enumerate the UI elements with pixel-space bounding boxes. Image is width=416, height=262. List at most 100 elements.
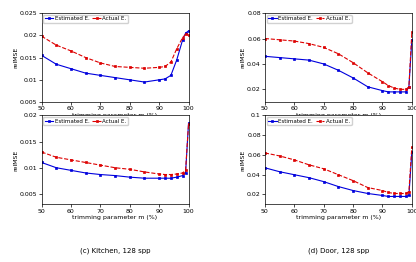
Actual E. xyxy=(365,71,370,74)
Estimated E. xyxy=(365,85,370,88)
Estimated E. xyxy=(168,177,173,180)
Actual E. xyxy=(168,61,173,64)
Estimated E. xyxy=(174,176,179,179)
Actual E. xyxy=(163,65,168,68)
Estimated E. xyxy=(365,192,370,195)
Estimated E. xyxy=(392,90,397,94)
Estimated E. xyxy=(186,122,191,125)
Actual E. xyxy=(404,192,409,195)
Estimated E. xyxy=(292,173,297,176)
Actual E. xyxy=(54,43,59,47)
Actual E. xyxy=(277,38,282,41)
Actual E. xyxy=(321,167,326,170)
Estimated E. xyxy=(398,90,403,94)
Estimated E. xyxy=(83,72,88,75)
Actual E. xyxy=(113,166,118,169)
Actual E. xyxy=(69,49,74,52)
Estimated E. xyxy=(409,150,414,154)
Actual E. xyxy=(380,80,385,83)
Estimated E. xyxy=(386,195,391,198)
Estimated E. xyxy=(163,77,168,80)
Estimated E. xyxy=(69,67,74,70)
Estimated E. xyxy=(336,185,341,188)
Y-axis label: relMSE: relMSE xyxy=(240,149,245,171)
Estimated E. xyxy=(113,174,118,177)
Actual E. xyxy=(398,88,403,91)
Line: Actual E.: Actual E. xyxy=(263,31,413,91)
Actual E. xyxy=(321,46,326,49)
Estimated E. xyxy=(406,194,411,197)
Estimated E. xyxy=(180,38,185,41)
Actual E. xyxy=(69,158,74,161)
Y-axis label: relMSE: relMSE xyxy=(14,149,19,171)
Estimated E. xyxy=(127,78,132,81)
Estimated E. xyxy=(277,170,282,173)
Estimated E. xyxy=(142,80,147,84)
X-axis label: trimming parameter m (%): trimming parameter m (%) xyxy=(72,215,158,220)
Estimated E. xyxy=(127,176,132,179)
Estimated E. xyxy=(277,56,282,59)
Estimated E. xyxy=(351,189,356,192)
Actual E. xyxy=(262,37,267,40)
Actual E. xyxy=(174,172,179,176)
Actual E. xyxy=(307,163,312,166)
Text: (b) Bookshelf, 128 spp: (b) Bookshelf, 128 spp xyxy=(299,145,378,151)
Actual E. xyxy=(54,156,59,159)
Line: Estimated E.: Estimated E. xyxy=(40,30,190,83)
Actual E. xyxy=(142,170,147,173)
Actual E. xyxy=(186,123,191,126)
Actual E. xyxy=(262,151,267,155)
X-axis label: trimming parameter m (%): trimming parameter m (%) xyxy=(296,113,381,118)
Actual E. xyxy=(307,42,312,45)
Estimated E. xyxy=(386,90,391,94)
Actual E. xyxy=(98,61,103,64)
Actual E. xyxy=(386,191,391,194)
Actual E. xyxy=(127,168,132,171)
Estimated E. xyxy=(163,177,168,180)
Estimated E. xyxy=(262,166,267,169)
Actual E. xyxy=(380,189,385,192)
Actual E. xyxy=(406,85,411,88)
Estimated E. xyxy=(406,85,411,88)
Actual E. xyxy=(351,61,356,64)
Estimated E. xyxy=(54,166,59,169)
Actual E. xyxy=(183,169,188,172)
Actual E. xyxy=(83,56,88,59)
Actual E. xyxy=(392,86,397,90)
Estimated E. xyxy=(183,31,188,35)
Estimated E. xyxy=(307,58,312,62)
Actual E. xyxy=(409,145,414,149)
Actual E. xyxy=(406,190,411,193)
Estimated E. xyxy=(113,76,118,79)
Actual E. xyxy=(39,150,44,154)
Actual E. xyxy=(351,179,356,182)
Estimated E. xyxy=(404,90,409,94)
Actual E. xyxy=(180,36,185,39)
Estimated E. xyxy=(157,177,162,180)
Y-axis label: relMSE: relMSE xyxy=(240,47,245,68)
Actual E. xyxy=(392,192,397,195)
Actual E. xyxy=(404,88,409,91)
Actual E. xyxy=(186,34,191,37)
Text: (c) Kitchen, 128 spp: (c) Kitchen, 128 spp xyxy=(80,247,150,254)
Actual E. xyxy=(174,47,179,50)
X-axis label: trimming parameter m (%): trimming parameter m (%) xyxy=(72,113,158,118)
Estimated E. xyxy=(392,195,397,198)
Estimated E. xyxy=(98,173,103,176)
Actual E. xyxy=(163,173,168,176)
Actual E. xyxy=(398,192,403,195)
Actual E. xyxy=(365,186,370,189)
Estimated E. xyxy=(321,180,326,183)
Actual E. xyxy=(183,33,188,36)
Line: Actual E.: Actual E. xyxy=(40,33,190,70)
Estimated E. xyxy=(186,29,191,32)
Legend: Estimated E., Actual E.: Estimated E., Actual E. xyxy=(43,15,128,23)
Actual E. xyxy=(98,163,103,167)
Estimated E. xyxy=(83,171,88,174)
Actual E. xyxy=(292,40,297,43)
Legend: Estimated E., Actual E.: Estimated E., Actual E. xyxy=(267,117,352,125)
Estimated E. xyxy=(168,74,173,77)
Line: Estimated E.: Estimated E. xyxy=(40,122,190,179)
Line: Actual E.: Actual E. xyxy=(263,146,413,195)
Estimated E. xyxy=(262,55,267,58)
